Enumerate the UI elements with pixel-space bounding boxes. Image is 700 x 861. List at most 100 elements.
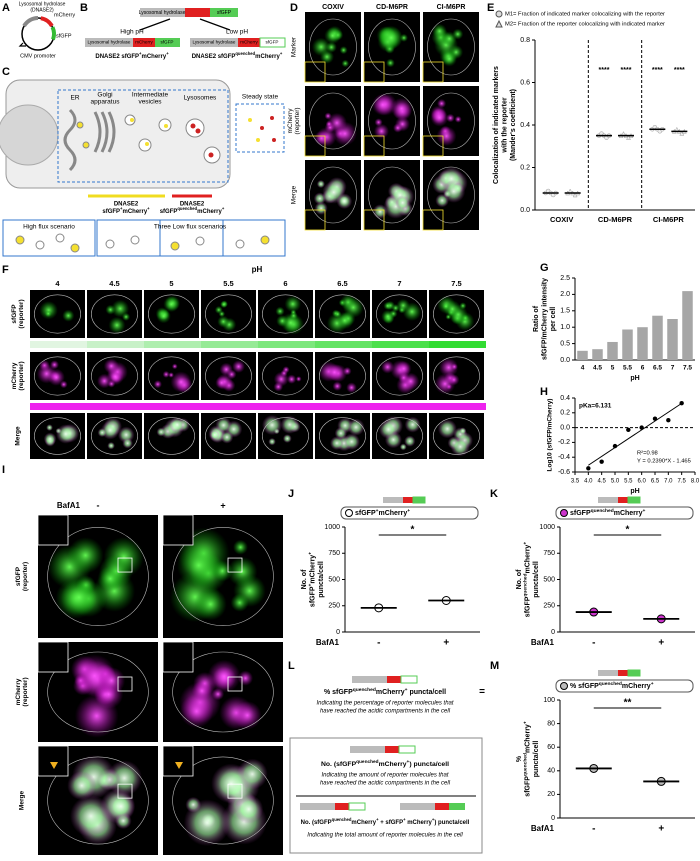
- legend-label: M2= Fraction of the reporter colocalizin…: [505, 22, 665, 28]
- label: 6.5: [337, 279, 347, 288]
- construct-icon: [627, 669, 641, 677]
- signal: [97, 667, 126, 695]
- inset: [37, 745, 69, 777]
- signal: [275, 306, 285, 316]
- construct-icon: [383, 497, 403, 503]
- legend-label-part: quenched: [599, 681, 622, 687]
- signal: [454, 115, 462, 123]
- y-axis-label-part: mCherry: [524, 545, 531, 574]
- roi: [227, 783, 243, 799]
- legend-marker: [495, 19, 503, 28]
- significance: **: [624, 698, 632, 709]
- inset: [304, 61, 326, 83]
- y-tick-label: 0.6: [520, 79, 530, 86]
- cell-outline: [172, 651, 274, 733]
- label-part: quenched: [353, 687, 376, 693]
- construct-icon: [627, 496, 641, 504]
- cell-outline: [427, 92, 475, 150]
- signal: [43, 432, 57, 446]
- x-axis-label: pH: [630, 375, 639, 382]
- label: sfGFP: [160, 40, 173, 45]
- label-part: +: [407, 760, 410, 765]
- y-axis-label: sfGFPquenchedmCherry+: [522, 542, 531, 618]
- label: Lysosomal hydrolase: [193, 40, 236, 45]
- signal: [111, 299, 130, 318]
- ph-bar: [144, 341, 201, 348]
- y-tick-label: 2.0: [560, 291, 570, 298]
- construct-icon: [618, 497, 628, 503]
- y-tick-label: 0.4: [560, 395, 570, 402]
- vesicle: [35, 240, 45, 250]
- label-part: +: [166, 51, 169, 56]
- label: (reporter): [294, 107, 301, 134]
- signal: [383, 301, 392, 311]
- label-part: +: [432, 817, 435, 822]
- ph-bar: [372, 341, 429, 348]
- panel-label: K: [490, 488, 498, 500]
- signal: [46, 424, 53, 431]
- x-tick-label: +: [658, 824, 664, 835]
- panel-label: E: [487, 2, 494, 14]
- legend-label: % sfGFPquenchedmCherry+: [570, 681, 654, 690]
- inset: [422, 209, 444, 231]
- label-part: + sfGFP: [379, 820, 404, 826]
- y-tick-label: 250: [328, 603, 340, 610]
- legend-label: sfGFPquenchedmCherry+: [570, 508, 646, 517]
- cell-outline: [91, 356, 138, 396]
- legend-box: [340, 506, 479, 520]
- y-tick-label: 0.0: [560, 357, 570, 364]
- label: Three Low flux scenarios: [154, 224, 227, 231]
- signal: [437, 419, 457, 439]
- ph-bar: [429, 341, 486, 348]
- y-tick-label: 750: [328, 550, 340, 557]
- signal: [234, 794, 264, 824]
- signal: [452, 28, 464, 40]
- y-tick-label: 60: [547, 744, 555, 751]
- x-tick-label: CD-M6PR: [598, 215, 633, 224]
- label: pH: [252, 265, 263, 274]
- signal: [194, 587, 227, 621]
- y-axis-label: per cell: [550, 307, 557, 332]
- x-tick-label: -: [592, 824, 595, 835]
- significance: *: [626, 525, 630, 536]
- y-axis-label: %: [516, 755, 523, 762]
- label: Merge: [15, 426, 22, 446]
- label: 5.5: [223, 279, 233, 288]
- signal: [339, 46, 348, 55]
- cell-outline: [47, 526, 149, 626]
- signal: [336, 193, 353, 210]
- panel-label: F: [2, 264, 9, 276]
- label-part: % sfGFP: [324, 689, 353, 696]
- signal: [404, 416, 421, 433]
- label: Merge: [291, 185, 298, 204]
- signal: [343, 433, 361, 450]
- x-tick-label: CI-M6PR: [653, 215, 684, 224]
- panel-label: I: [2, 464, 5, 476]
- legend-label: sfGFP+mCherry+: [355, 509, 410, 517]
- x-tick-label: 3.5: [571, 479, 580, 485]
- cell-outline: [148, 356, 195, 396]
- significance: ****: [621, 67, 632, 74]
- label: Indicating the amount of reporter molecu…: [321, 773, 448, 779]
- cell-outline: [376, 294, 423, 334]
- legend-label-part: sfGFP: [570, 510, 591, 517]
- label: Golgi: [97, 92, 112, 99]
- y-tick-label: 0.8: [520, 37, 530, 44]
- label-part: ) puncta/cell: [434, 820, 469, 826]
- legend-label-part: +: [376, 509, 379, 514]
- y-tick-label: 40: [547, 768, 555, 775]
- signal: [341, 59, 350, 68]
- cell-outline: [368, 166, 416, 224]
- signal: [334, 426, 348, 440]
- signal: [282, 434, 292, 443]
- bar: [577, 350, 588, 360]
- vesicle: [260, 235, 270, 245]
- signal: [56, 424, 76, 444]
- label: No. (sfGFPquenchedmCherry+ + sfGFP+ mChe…: [301, 817, 470, 826]
- signal: [122, 437, 133, 449]
- y-axis-label: Colocalization of indicated markers: [493, 66, 500, 184]
- label-part: mCherry: [406, 820, 433, 826]
- label: vesicles: [138, 99, 162, 106]
- signal: [153, 380, 162, 389]
- y-tick-label: 0: [551, 815, 555, 822]
